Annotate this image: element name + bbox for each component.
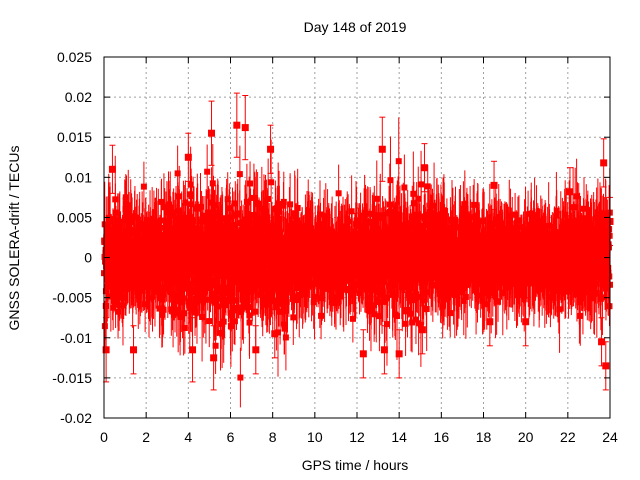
y-tick-label: -0.02: [60, 410, 92, 426]
x-tick-label: 14: [391, 429, 407, 445]
x-tick-label: 8: [269, 429, 277, 445]
data-point: [600, 139, 607, 187]
x-tick-label: 20: [518, 429, 534, 445]
data-point: [204, 145, 210, 199]
x-tick-label: 12: [349, 429, 365, 445]
x-tick-label: 4: [184, 429, 192, 445]
y-tick-label: 0.02: [65, 89, 92, 105]
y-tick-label: 0.01: [65, 169, 92, 185]
data-point: [602, 342, 609, 390]
y-tick-label: -0.005: [52, 290, 92, 306]
data-point: [233, 93, 240, 157]
y-tick-label: 0.015: [57, 129, 92, 145]
x-tick-label: 22: [560, 429, 576, 445]
data-point: [130, 326, 137, 374]
data-point: [379, 117, 386, 181]
x-tick-label: 2: [142, 429, 150, 445]
data-point: [237, 348, 243, 408]
x-tick-label: 6: [227, 429, 235, 445]
data-series: [101, 93, 614, 407]
x-tick-label: 0: [100, 429, 108, 445]
data-point: [242, 96, 249, 160]
data-point: [252, 326, 259, 374]
y-tick-label: -0.015: [52, 370, 92, 386]
x-tick-label: 10: [307, 429, 323, 445]
x-axis-label: GPS time / hours: [302, 457, 409, 473]
y-tick-label: -0.01: [60, 330, 92, 346]
x-tick-label: 18: [476, 429, 492, 445]
chart-title: Day 148 of 2019: [304, 19, 407, 35]
y-tick-label: 0: [84, 250, 92, 266]
x-tick-label: 16: [434, 429, 450, 445]
y-tick-label: 0.005: [57, 209, 92, 225]
y-axis-label: GNSS SOLERA-drift / TECUs: [6, 146, 22, 331]
data-point: [360, 330, 367, 378]
data-point: [208, 101, 215, 165]
x-tick-label: 24: [602, 429, 618, 445]
y-tick-label: 0.025: [57, 49, 92, 65]
